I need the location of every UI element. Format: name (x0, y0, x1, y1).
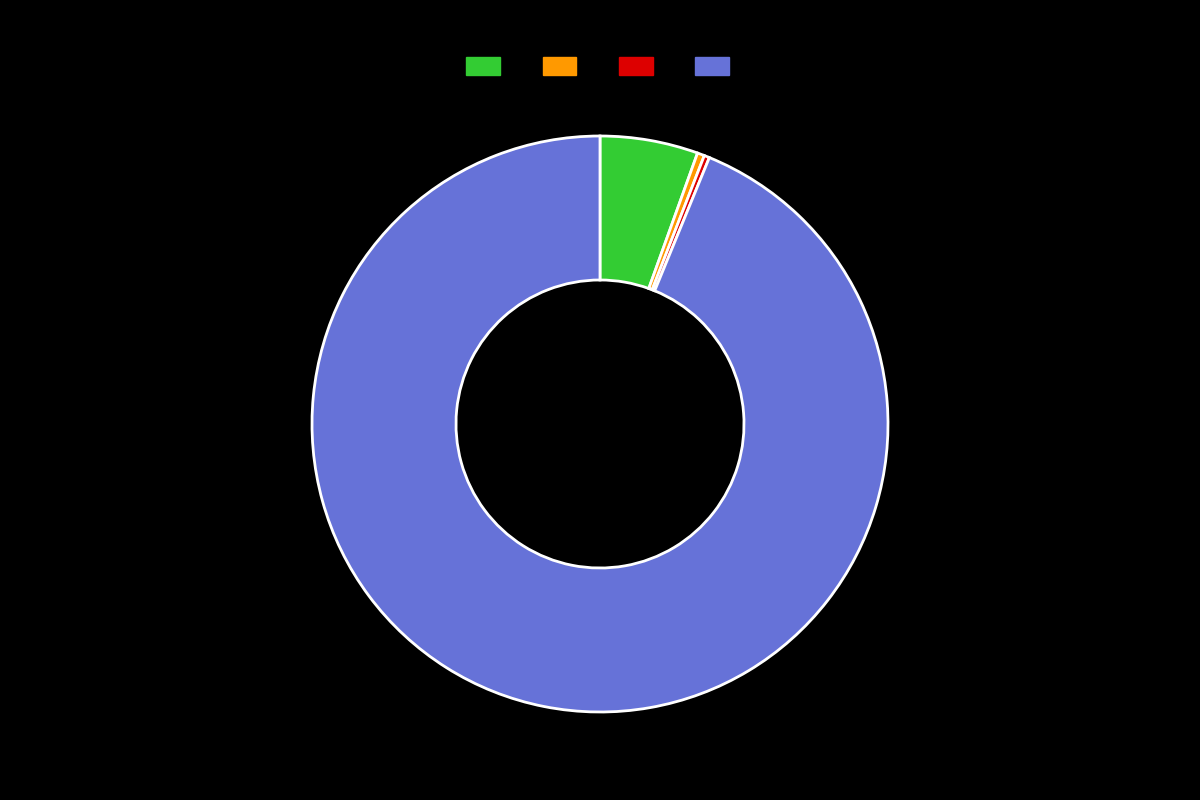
Legend: , , , : , , , (467, 58, 733, 75)
Wedge shape (312, 136, 888, 712)
Wedge shape (652, 155, 709, 290)
Wedge shape (600, 136, 697, 289)
Wedge shape (649, 153, 704, 290)
